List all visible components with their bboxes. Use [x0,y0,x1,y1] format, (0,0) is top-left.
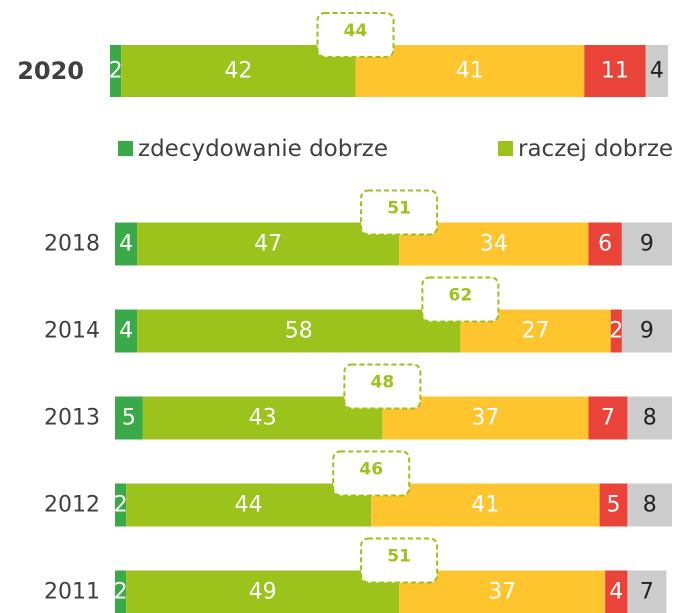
value-label: 37 [488,580,516,605]
value-label: 49 [249,580,277,605]
callout-label: 44 [344,21,368,41]
category-label: 2020 [17,57,84,85]
value-label: 7 [601,406,615,431]
value-label: 9 [640,232,654,257]
callout-box [421,276,500,323]
value-label: 5 [122,406,136,431]
callout-box [360,189,439,236]
value-label: 8 [643,493,657,518]
bar-segment [137,222,400,266]
callout-label: 51 [387,199,411,219]
callout-label: 46 [359,460,383,480]
category-label: 2012 [44,493,100,518]
callout-box [332,450,411,497]
value-label: 2 [109,59,123,84]
value-label: 37 [471,406,499,431]
callout-box [360,537,439,584]
value-label: 4 [650,59,664,84]
bar-segment [605,570,628,613]
value-label: 34 [480,232,508,257]
bar-segment [115,222,138,266]
category-label: 2013 [44,406,100,431]
bar-segment [627,570,667,613]
legend-swatch [498,141,513,156]
callout-box [343,363,422,410]
bar-segment [645,45,668,97]
legend-swatch [118,141,133,156]
category-label: 2011 [44,580,100,605]
legend-label: raczej dobrze [518,136,673,162]
value-label: 44 [235,493,263,518]
bar-segment [627,396,672,440]
value-label: 4 [119,319,133,344]
bar-segment [621,222,672,266]
bar-segment [627,483,672,527]
value-label: 4 [119,232,133,257]
value-label: 2 [114,580,128,605]
category-label: 2014 [44,319,100,344]
bar-segment [137,309,461,353]
bar-segment [126,570,400,613]
value-label: 9 [640,319,654,344]
bar-segment [142,396,383,440]
value-label: 41 [456,59,484,84]
bar-segment [610,309,622,353]
bar-segment [115,396,143,440]
value-label: 4 [609,580,623,605]
value-label: 11 [601,59,629,84]
legend-label: zdecydowanie dobrze [138,136,388,162]
value-label: 41 [471,493,499,518]
callout-label: 51 [387,547,411,567]
bar-segment [115,570,127,613]
value-label: 27 [522,319,550,344]
value-label: 5 [607,493,621,518]
callout-label: 48 [371,373,395,393]
value-label: 42 [224,59,252,84]
bar-segment [621,309,672,353]
bar-segment [115,483,127,527]
callout-label: 62 [449,286,473,306]
value-label: 6 [598,232,612,257]
value-label: 2 [114,493,128,518]
bar-segment [584,45,646,97]
value-label: 2 [609,319,623,344]
value-label: 7 [640,580,654,605]
value-label: 47 [254,232,282,257]
bar-segment [126,483,372,527]
bar-segment [121,45,356,97]
value-label: 8 [643,406,657,431]
bar-segment [115,309,138,353]
callout-box [316,12,395,58]
category-label: 2018 [44,232,100,257]
bar-segment [588,222,622,266]
bar-segment [599,483,628,527]
bar-segment [110,45,122,97]
value-label: 43 [249,406,277,431]
value-label: 58 [285,319,313,344]
bar-segment [588,396,628,440]
